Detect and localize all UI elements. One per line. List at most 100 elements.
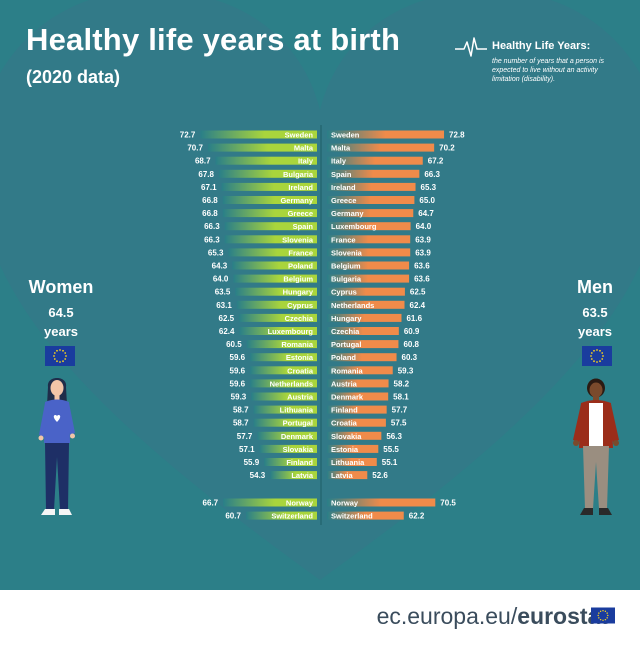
women-country-label: Slovakia (283, 445, 314, 454)
men-country-label: Slovakia (331, 432, 362, 441)
men-series: Sweden 72.8 Malta 70.2 Italy 67.2 Spain 66.3 Ire… (327, 130, 465, 521)
men-bar (327, 156, 423, 165)
footer-url[interactable]: ec.europa.eu/eurostat (377, 603, 608, 630)
men-value-label: 66.3 (424, 170, 440, 179)
eu-flag-star (64, 352, 67, 354)
eu-flag-star (598, 612, 600, 614)
eu-flag-star (599, 349, 601, 352)
men-bar (327, 327, 399, 335)
women-value-label: 60.7 (225, 512, 241, 521)
women-bar (233, 274, 317, 283)
infographic-card: Healthy life years at birth (2020 data) … (0, 0, 640, 590)
men-bar (327, 498, 436, 507)
men-value-label: 52.6 (372, 471, 388, 480)
men-value-label: 64.7 (418, 209, 434, 218)
eu-flag-star (593, 360, 595, 363)
men-country-label: Bulgaria (331, 275, 362, 284)
women-country-label: Malta (294, 144, 314, 153)
women-country-label: Belgium (283, 275, 313, 284)
women-bar (270, 471, 317, 480)
women-bar (250, 379, 317, 388)
men-value-label: 56.3 (386, 432, 402, 441)
men-country-label: Malta (331, 144, 351, 153)
women-country-label: Ireland (288, 183, 313, 192)
women-value-label: 66.7 (203, 499, 219, 508)
women-value-label: 55.9 (244, 458, 260, 467)
men-country-label: Lithuania (331, 458, 365, 467)
women-value-label: 60.5 (226, 340, 242, 349)
women-bar (222, 209, 317, 218)
footer-domain: ec.europa.eu/ (376, 603, 518, 629)
women-bar (239, 327, 317, 335)
heart-background (0, 0, 640, 580)
men-value-label: 63.6 (414, 275, 430, 284)
women-country-label: Portugal (283, 419, 313, 428)
men-country-label: Croatia (331, 419, 358, 428)
men-bar (327, 248, 411, 257)
women-value-label: 62.4 (219, 327, 235, 336)
men-country-label: Greece (331, 196, 356, 205)
women-country-label: Netherlands (270, 379, 313, 388)
eu-flag-star (593, 349, 595, 352)
women-bar (224, 235, 317, 244)
women-country-label: Austria (287, 393, 314, 402)
women-value-label: 62.5 (219, 314, 235, 323)
women-average-value: 64.5 (48, 305, 74, 320)
eu-flag-star (65, 355, 67, 357)
men-bar (327, 458, 377, 466)
man-illustration (573, 378, 619, 515)
men-bar (327, 130, 445, 139)
eu-flag-star (59, 361, 61, 363)
eu-flag-star (606, 617, 608, 619)
eu-flag-star (601, 358, 604, 360)
women-country-label: Switzerland (271, 512, 313, 521)
women-series: 72.7 Sweden 70.7 Malta 68.7 Italy 67.8 Bulgaria… (180, 130, 317, 521)
men-country-label: Norway (331, 499, 359, 508)
men-bar (327, 379, 389, 388)
women-value-label: 54.3 (250, 471, 266, 480)
men-bar (327, 209, 414, 218)
women-value-label: 66.3 (204, 222, 220, 231)
men-value-label: 65.0 (419, 196, 435, 205)
men-country-label: Denmark (331, 393, 364, 402)
men-average-unit: years (578, 324, 612, 339)
women-country-label: Croatia (287, 366, 314, 375)
eu-flag-star (599, 618, 602, 621)
eu-flag-star (62, 360, 64, 363)
men-label: Men (577, 277, 613, 297)
men-bar (327, 143, 435, 152)
eu-flag-star (601, 352, 604, 354)
eu-flag-star (590, 358, 593, 360)
men-value-label: 63.6 (414, 262, 430, 271)
women-value-label: 57.1 (239, 445, 255, 454)
eu-flag-star (599, 610, 602, 613)
men-bar (327, 353, 397, 362)
women-value-label: 66.8 (202, 209, 218, 218)
women-bar (215, 156, 317, 165)
men-value-label: 64.0 (416, 222, 432, 231)
men-bar (327, 196, 415, 204)
women-value-label: 67.1 (201, 183, 217, 192)
men-country-label: Finland (331, 406, 358, 415)
women-country-label: Cyprus (287, 301, 313, 310)
men-country-label: Italy (331, 157, 347, 166)
women-country-label: Luxembourg (268, 327, 314, 336)
men-country-label: Estonia (331, 445, 359, 454)
men-country-label: Switzerland (331, 512, 373, 521)
eu-flag-star (607, 614, 609, 617)
women-value-label: 63.5 (215, 288, 231, 297)
women-bar (250, 366, 317, 375)
men-bar (327, 169, 420, 178)
men-bar (327, 300, 405, 309)
men-country-label: Romania (331, 366, 364, 375)
women-country-label: Romania (281, 340, 314, 349)
men-country-label: Cyprus (331, 288, 357, 297)
men-value-label: 55.1 (382, 458, 398, 467)
women-country-label: Greece (288, 209, 313, 218)
men-country-label: Netherlands (331, 301, 374, 310)
eu-flag-star (596, 361, 598, 363)
men-bar (327, 274, 410, 283)
women-bar (253, 405, 317, 414)
women-bar (246, 340, 317, 349)
eu-flag-star (602, 355, 604, 357)
